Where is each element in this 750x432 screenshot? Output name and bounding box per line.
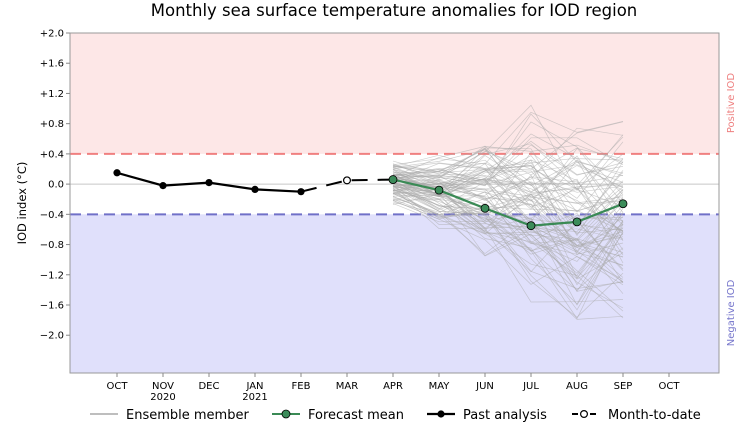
legend-forecast-marker	[281, 409, 291, 419]
month-to-date-point	[343, 176, 352, 185]
forecast-mean-point	[434, 185, 444, 195]
y-tick-label: +1.2	[40, 89, 64, 100]
ensemble-member-line	[392, 161, 624, 237]
ensemble-member-line	[392, 175, 624, 232]
ensemble-member-line	[392, 193, 624, 232]
y-tick-label: −1.6	[40, 301, 64, 312]
y-tick-label: −2.0	[40, 331, 64, 342]
forecast-mean-point	[572, 217, 582, 227]
month-to-date-line	[300, 178, 394, 193]
x-tick-label: MAY	[429, 381, 451, 392]
legend-ensemble-label: Ensemble member	[126, 408, 249, 423]
ensemble-member-line	[392, 190, 624, 283]
ensemble-member-line	[392, 155, 624, 198]
x-tick-label: SEP	[614, 381, 633, 392]
legend-mtd-marker	[579, 410, 588, 419]
x-tick-label: DEC	[198, 381, 219, 392]
forecast-mean-point	[618, 199, 628, 209]
ensemble-member-line	[392, 111, 624, 166]
ensemble-member-line	[392, 191, 624, 305]
x-tick-label: JUN	[475, 381, 494, 392]
y-axis-label: IOD index (°C)	[15, 162, 29, 245]
ensemble-member-line	[392, 179, 624, 253]
ensemble-member-line	[392, 184, 624, 267]
ensemble-member-line	[392, 195, 624, 294]
ensemble-member-line	[392, 147, 624, 204]
legend-past-marker	[437, 410, 445, 418]
ensemble-member-line	[392, 189, 624, 286]
x-tick-year-label: 2021	[242, 392, 267, 403]
legend-mtd-label: Month-to-date	[608, 408, 701, 423]
positive-iod-region	[70, 33, 719, 154]
legend-forecast-label: Forecast mean	[308, 408, 404, 423]
y-tick-label: +2.0	[40, 29, 64, 40]
ensemble-member-line	[392, 183, 624, 309]
forecast-mean-line	[392, 178, 624, 227]
x-tick-label: FEB	[292, 381, 311, 392]
ensemble-member-line	[392, 181, 624, 231]
forecast-mean-point	[480, 203, 490, 213]
legend-past-label: Past analysis	[463, 408, 547, 423]
x-tick-label: JAN	[245, 381, 263, 392]
x-tick-label: OCT	[107, 381, 129, 392]
ensemble-member-line	[392, 148, 624, 210]
ensemble-member-line	[392, 178, 624, 280]
ensemble-member-line	[392, 155, 624, 213]
ensemble-member-line	[392, 164, 624, 252]
forecast-mean-point	[526, 221, 536, 231]
ensemble-member-line	[392, 189, 624, 311]
past-analysis-point	[251, 185, 259, 193]
past-analysis-point	[113, 169, 121, 177]
ensemble-member-line	[392, 137, 624, 187]
ensemble-member-line	[392, 144, 624, 177]
y-tick-label: +0.4	[40, 149, 64, 160]
ensemble-member-line	[392, 179, 624, 270]
legend: Ensemble member Forecast mean Past analy…	[90, 408, 701, 423]
ensemble-lines	[392, 104, 624, 320]
series-layer	[113, 169, 628, 231]
ensemble-member-line	[392, 153, 624, 193]
positive-iod-label: Positive IOD	[726, 73, 737, 134]
plot-frame	[69, 32, 720, 374]
ensemble-member-line	[392, 187, 624, 303]
forecast-mean-point	[388, 175, 398, 184]
chart-title: Monthly sea surface temperature anomalie…	[151, 1, 638, 20]
y-tick-label: −0.8	[40, 240, 64, 251]
ensemble-member-line	[392, 193, 624, 276]
ensemble-member-line	[392, 174, 624, 279]
x-tick-label: APR	[383, 381, 403, 392]
y-tick-label: −1.2	[40, 270, 64, 281]
x-tick-label: JUL	[522, 381, 539, 392]
ensemble-member-line	[392, 140, 624, 196]
ensemble-member-line	[392, 160, 624, 211]
axes-layer: +2.0 +1.6 +1.2 +0.8 +0.4 0.0 −0.4 −0.8 −1.2 −1.6 −…	[40, 29, 720, 403]
ensemble-member-line	[392, 180, 624, 292]
ensemble-member-line	[392, 176, 624, 234]
x-tick-year-label: 2020	[150, 392, 175, 403]
y-tick-label: −0.4	[40, 210, 64, 221]
y-tick-label: +0.8	[40, 119, 64, 130]
ensemble-member-line	[392, 104, 624, 192]
ensemble-member-line	[392, 198, 624, 284]
past-analysis-point	[159, 182, 167, 190]
x-tick-label: MAR	[336, 381, 358, 392]
y-tick-label: 0.0	[48, 180, 64, 191]
x-tick-label: NOV	[152, 381, 174, 392]
ensemble-member-line	[392, 188, 624, 292]
x-tick-label: OCT	[659, 381, 681, 392]
x-tick-label: AUG	[566, 381, 588, 392]
ensemble-member-line	[392, 176, 624, 201]
ensemble-member-line	[392, 191, 624, 280]
past-analysis-point	[205, 179, 213, 187]
ensemble-member-line	[392, 169, 624, 258]
negative-iod-label: Negative IOD	[726, 279, 737, 346]
y-tick-label: +1.6	[40, 59, 64, 70]
ensemble-member-line	[392, 180, 624, 248]
